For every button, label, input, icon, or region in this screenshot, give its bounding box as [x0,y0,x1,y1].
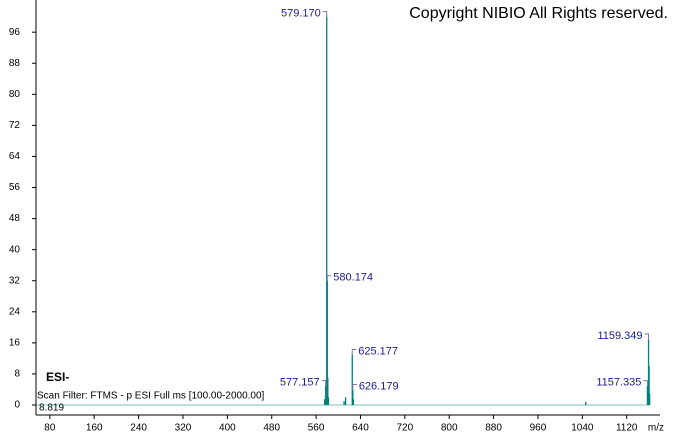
label-bracket [351,349,357,356]
x-tick-label: 480 [263,423,280,434]
x-tick-label: 960 [530,423,547,434]
peak-label: 1159.349 [597,330,642,342]
y-tick-label: 8 [14,369,20,380]
scan-filter: Scan Filter: FTMS - p ESI Full ms [100.0… [37,391,265,402]
y-tick-label: 72 [9,120,21,131]
x-tick-label: 160 [86,423,103,434]
label-bracket [352,383,357,391]
retention: 8.819 [39,403,64,414]
y-tick-label: 16 [9,338,21,349]
y-tick-label: 88 [9,58,21,69]
y-tick-label: 64 [9,151,21,162]
x-tick-label: 1040 [571,423,594,434]
x-tick-label: 400 [219,423,236,434]
peak-label: 1157.335 [596,376,641,388]
y-tick-label: 32 [9,275,21,286]
y-tick-label: 40 [9,244,21,255]
x-tick-label: 1120 [616,423,638,434]
y-tick-label: 80 [9,89,21,100]
peak-label: 577.157 [280,376,320,388]
label-bracket [322,11,328,18]
y-tick-label: 0 [14,400,20,411]
label-bracket [644,333,650,340]
y-tick-label: 24 [9,306,21,317]
label-bracket [643,380,648,387]
y-tick-label: 96 [9,27,21,38]
x-tick-label: 800 [441,423,458,434]
x-tick-label: 720 [397,423,414,434]
x-tick-label: 640 [352,423,369,434]
copyright: Copyright NIBIO All Rights reserved. [409,5,668,22]
label-bracket [326,275,332,282]
peak-label: 580.174 [333,272,373,284]
x-tick-label: 880 [485,423,502,434]
x-axis-label: m/z [648,423,664,434]
y-tick-label: 48 [9,213,21,224]
peak-label: 579.170 [281,8,321,20]
y-tick-label: 56 [9,182,21,193]
peak-label: 626.179 [359,380,399,392]
x-tick-label: 80 [44,423,56,434]
ionization: ESI- [46,370,69,384]
x-tick-label: 240 [130,423,147,434]
peak-label: 625.177 [358,345,398,357]
label-bracket [321,380,327,387]
x-tick-label: 560 [308,423,325,434]
x-tick-label: 320 [175,423,192,434]
